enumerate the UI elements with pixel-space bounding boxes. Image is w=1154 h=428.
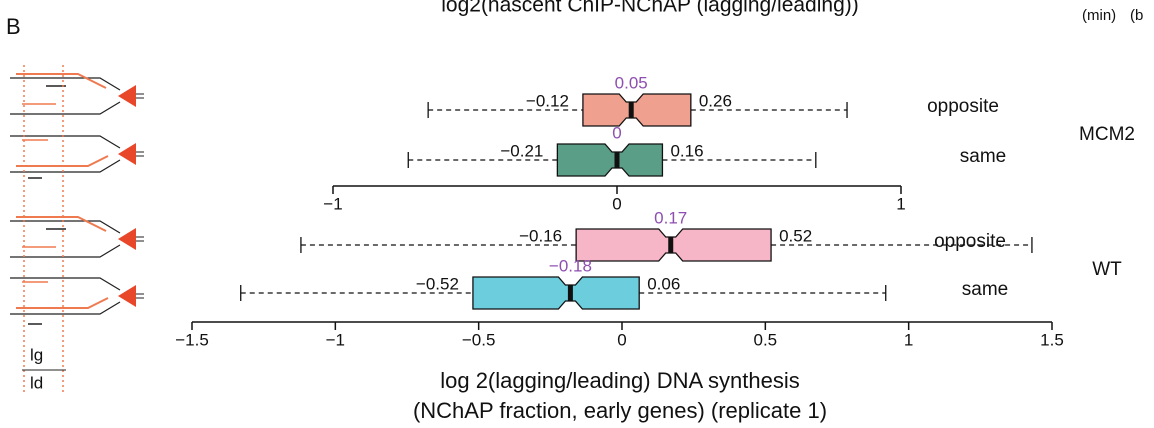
x-tick-label: 0.5 [754, 330, 778, 349]
value-label: 0.26 [699, 91, 732, 110]
x-tick-label: 1.5 [1040, 330, 1064, 349]
box [575, 228, 772, 262]
header-text: log2(nascent ChIP-NChAP (lagging/leading… [441, 0, 859, 17]
header-fragment: (min) [1082, 7, 1116, 24]
group-label: MCM2 [1079, 124, 1135, 145]
schematic-label: ld [30, 373, 43, 392]
box [472, 276, 640, 310]
value-label: −0.21 [500, 141, 543, 160]
x-tick-label: −1.5 [175, 330, 209, 349]
panel-label: B [6, 14, 21, 39]
fork-diagram [9, 73, 145, 115]
value-label: −0.52 [416, 274, 459, 293]
x-tick-label: 1 [896, 194, 905, 213]
value-label: 0.05 [615, 73, 648, 92]
value-label: 0 [612, 123, 621, 142]
value-label: −0.18 [549, 256, 592, 275]
fork-diagram [9, 277, 145, 325]
fork-diagram [9, 216, 145, 258]
box [582, 93, 692, 127]
x-tick-label: −1 [326, 330, 345, 349]
value-label: 0.17 [654, 208, 687, 227]
x-axis-label: (NChAP fraction, early genes) (replicate… [413, 398, 827, 423]
schematic-label: lg [30, 345, 43, 364]
x-tick-label: 0 [612, 194, 621, 213]
schematic: lg ld [9, 65, 145, 395]
fork-diagram [9, 135, 145, 179]
value-label: 0.16 [670, 141, 703, 160]
box [556, 143, 664, 177]
value-label: 0.06 [647, 274, 680, 293]
x-axis-label: log 2(lagging/leading) DNA synthesis [440, 368, 800, 393]
row-label: opposite [927, 96, 999, 117]
x-tick-label: −1 [323, 194, 342, 213]
x-tick-label: 1 [904, 330, 913, 349]
header-fragment: (b [1130, 7, 1143, 24]
value-label: −0.12 [526, 91, 569, 110]
group-label: WT [1092, 259, 1122, 280]
value-label: −0.16 [519, 226, 562, 245]
x-tick-label: −0.5 [462, 330, 496, 349]
row-label: opposite [934, 231, 1006, 252]
row-label: same [962, 279, 1008, 300]
x-tick-label: 0 [617, 330, 626, 349]
value-label: 0.52 [779, 226, 812, 245]
row-label: same [960, 146, 1006, 167]
